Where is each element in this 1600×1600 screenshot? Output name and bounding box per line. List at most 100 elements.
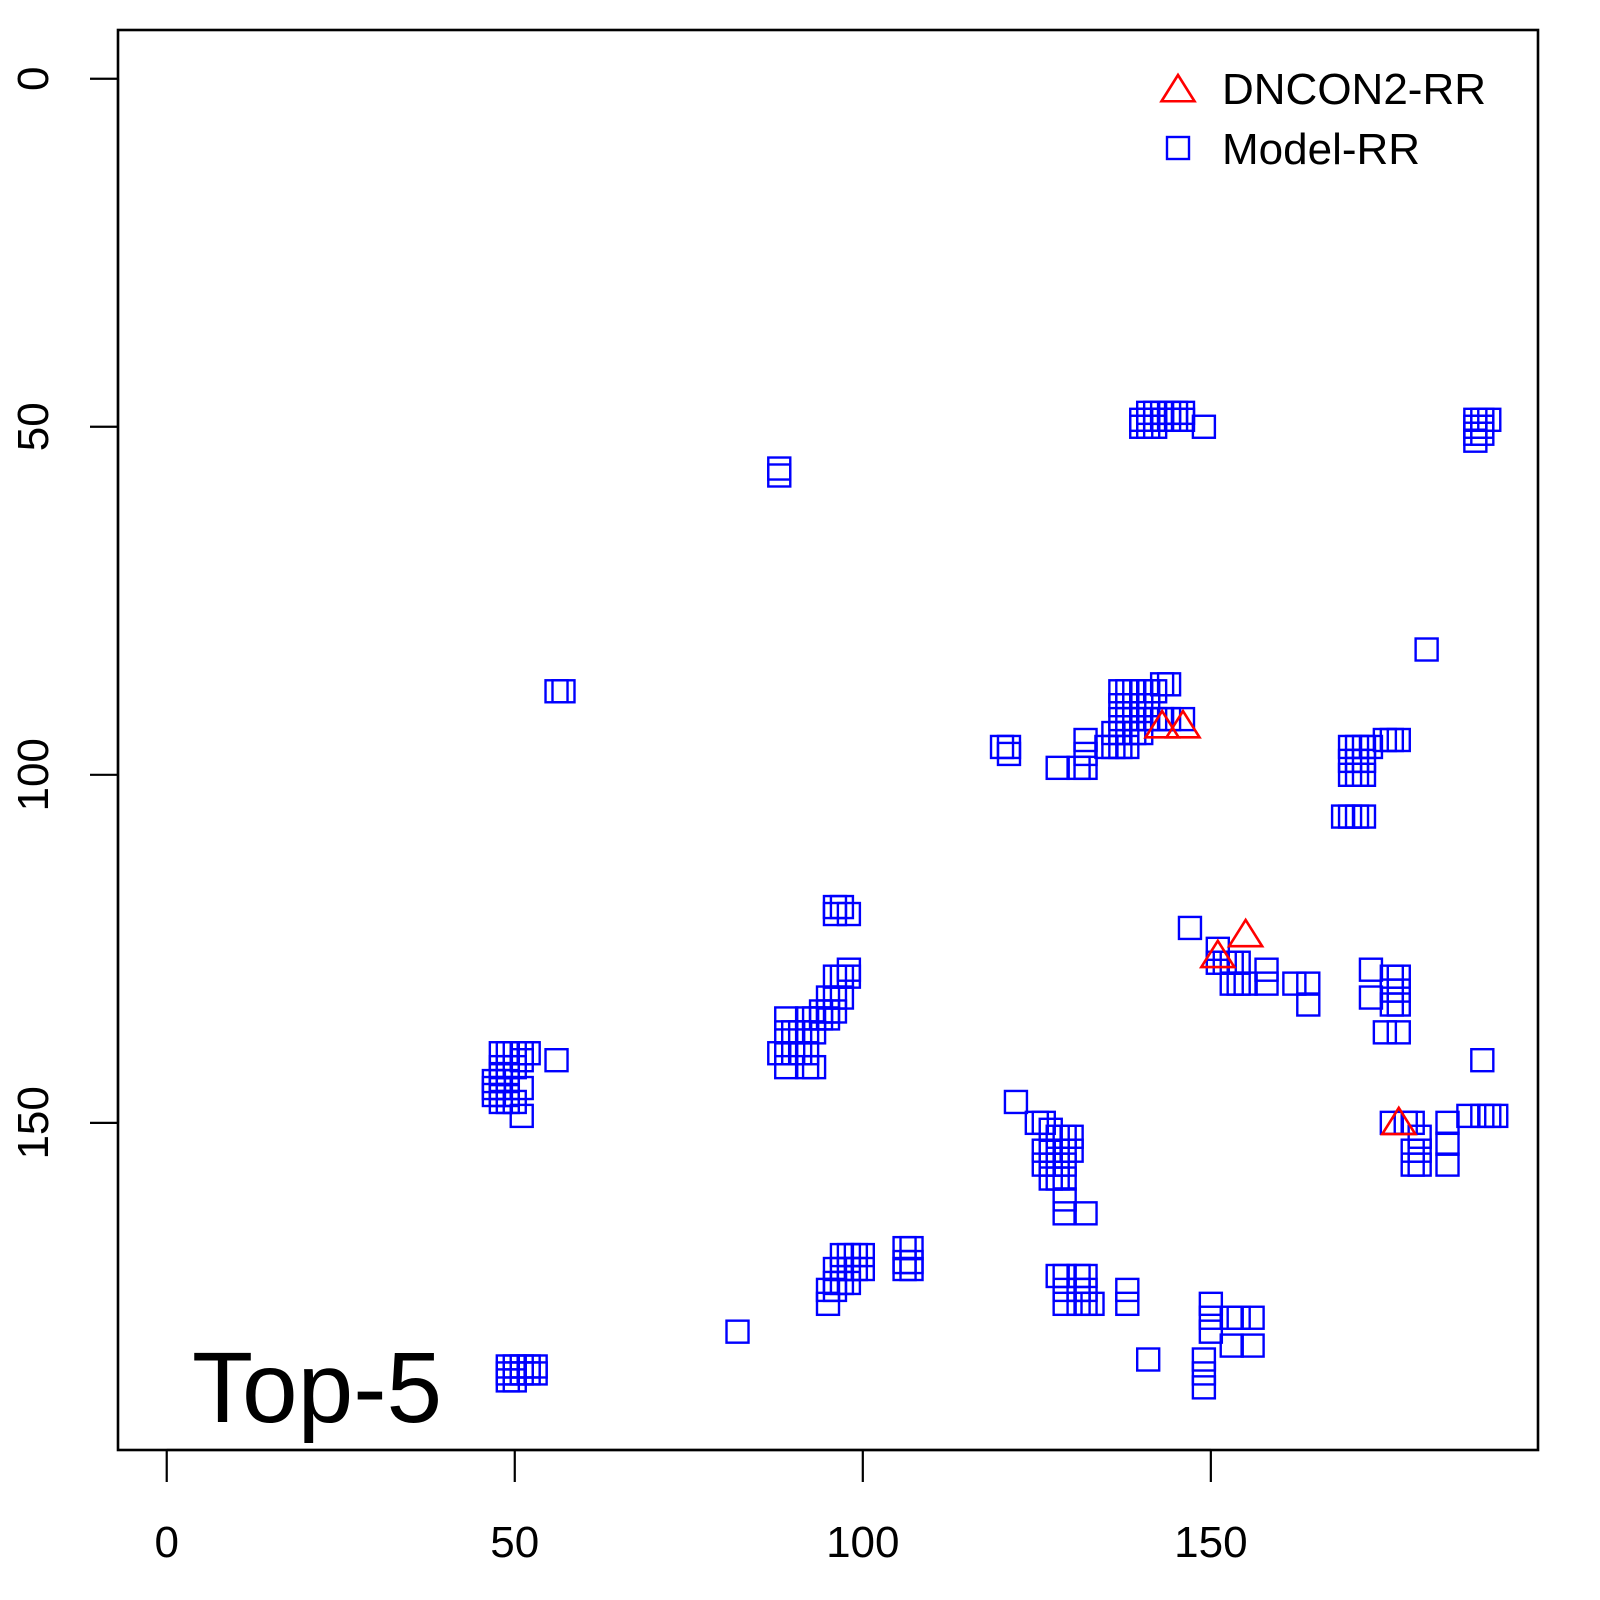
- data-point-model-rr: [1115, 1291, 1140, 1317]
- data-point-model-rr: [787, 1041, 813, 1066]
- data-point-model-rr: [481, 1082, 507, 1108]
- data-point-model-rr: [1142, 414, 1168, 439]
- data-point-model-rr: [1073, 741, 1098, 767]
- data-point-model-rr: [495, 1061, 521, 1087]
- data-point-model-rr: [794, 1054, 820, 1080]
- data-point-model-rr: [1073, 1277, 1098, 1303]
- data-point-model-rr: [495, 1361, 521, 1386]
- data-point-model-rr: [495, 1089, 521, 1115]
- data-point-model-rr: [1296, 992, 1321, 1017]
- legend-label-model-rr: Model-RR: [1222, 125, 1420, 174]
- y-tick-label: 100: [9, 738, 58, 811]
- data-point-model-rr: [822, 1270, 848, 1296]
- data-point-model-rr: [1191, 1347, 1217, 1372]
- data-point-model-rr: [502, 1054, 527, 1080]
- data-point-model-rr: [815, 985, 841, 1010]
- data-point-model-rr: [1101, 720, 1126, 746]
- data-point-model-rr: [1066, 1291, 1091, 1317]
- data-point-model-rr: [1080, 1291, 1105, 1317]
- data-point-model-rr: [1226, 1305, 1251, 1330]
- data-point-model-rr: [1177, 915, 1203, 941]
- data-point-model-rr: [1129, 407, 1154, 433]
- data-point-model-rr: [1386, 727, 1411, 753]
- data-point-model-rr: [1108, 692, 1133, 718]
- data-point-model-rr: [1066, 1277, 1091, 1303]
- data-point-model-rr: [899, 1235, 924, 1261]
- data-point-model-rr: [509, 1354, 534, 1379]
- data-point-model-rr: [836, 1242, 862, 1268]
- data-point-model-rr: [1358, 985, 1384, 1010]
- data-point-model-rr: [1142, 407, 1168, 433]
- data-point-model-rr: [787, 1020, 813, 1045]
- data-point-model-rr: [1372, 1020, 1398, 1045]
- data-point-model-rr: [892, 1256, 917, 1282]
- data-point-dncon2-rr: [1379, 1105, 1418, 1136]
- data-point-model-rr: [1045, 755, 1070, 781]
- data-point-model-rr: [794, 1006, 820, 1031]
- data-point-model-rr: [1344, 734, 1370, 760]
- data-point-model-rr: [829, 1256, 855, 1282]
- data-point-model-rr: [488, 1068, 514, 1094]
- data-point-model-rr: [892, 1249, 917, 1275]
- data-point-model-rr: [1470, 414, 1495, 439]
- data-point-model-rr: [1282, 971, 1307, 996]
- data-point-model-rr: [1059, 1138, 1084, 1163]
- data-point-model-rr: [502, 1354, 527, 1379]
- data-point-model-rr: [1108, 720, 1133, 746]
- data-point-model-rr: [1052, 1277, 1077, 1303]
- data-point-model-rr: [1351, 734, 1377, 760]
- data-point-model-rr: [815, 1006, 841, 1031]
- data-point-model-rr: [822, 894, 848, 920]
- data-point-model-rr: [808, 1006, 834, 1031]
- data-point-model-rr: [1226, 971, 1251, 996]
- y-axis: 0 50 100 150: [9, 66, 120, 1160]
- data-point-model-rr: [850, 1256, 876, 1282]
- data-point-model-rr: [808, 999, 834, 1024]
- data-point-model-rr: [1073, 755, 1098, 781]
- data-point-model-rr: [774, 1054, 799, 1080]
- data-point-model-rr: [1115, 692, 1140, 718]
- legend-label-dncon2-rr: DNCON2-RR: [1222, 65, 1486, 114]
- data-point-model-rr: [1115, 1277, 1140, 1303]
- data-point-model-rr: [481, 1075, 507, 1101]
- data-point-model-rr: [1108, 706, 1133, 732]
- x-axis: 0 50 100 150: [154, 1448, 1248, 1567]
- legend-marker-dncon2-rr: [1159, 72, 1197, 103]
- data-point-model-rr: [1254, 957, 1279, 982]
- data-point-model-rr: [794, 1020, 820, 1045]
- data-point-model-rr: [1358, 957, 1384, 982]
- data-point-model-rr: [502, 1368, 527, 1393]
- data-point-model-rr: [843, 1242, 869, 1268]
- data-point-model-rr: [767, 456, 792, 481]
- data-point-model-rr: [502, 1041, 527, 1066]
- data-point-model-rr: [822, 985, 848, 1010]
- data-point-model-rr: [1240, 1333, 1265, 1358]
- data-point-model-rr: [1170, 407, 1196, 433]
- data-point-model-rr: [1052, 1201, 1077, 1226]
- data-point-model-rr: [1052, 1187, 1077, 1212]
- data-point-model-rr: [1052, 1138, 1077, 1163]
- data-point-model-rr: [1470, 1103, 1495, 1129]
- data-point-model-rr: [829, 964, 855, 989]
- data-point-model-rr: [1115, 734, 1140, 760]
- data-point-model-rr: [1135, 692, 1161, 718]
- data-point-model-rr: [780, 1041, 806, 1066]
- data-point-model-rr: [1484, 1103, 1509, 1129]
- data-point-model-rr: [1149, 672, 1175, 697]
- data-point-model-rr: [1052, 1152, 1077, 1177]
- data-point-model-rr: [774, 1006, 799, 1031]
- data-point-model-rr: [516, 1041, 541, 1066]
- data-point-model-rr: [1170, 706, 1196, 732]
- data-point-model-rr: [1407, 1138, 1432, 1163]
- data-point-model-rr: [1031, 1138, 1056, 1163]
- data-point-model-rr: [1240, 1305, 1265, 1330]
- data-point-model-rr: [1198, 1319, 1224, 1344]
- data-point-model-rr: [1052, 1263, 1077, 1289]
- data-point-model-rr: [836, 964, 862, 989]
- data-point-model-rr: [1191, 1375, 1217, 1400]
- data-point-model-rr: [1052, 1124, 1077, 1149]
- data-point-model-rr: [774, 1020, 799, 1045]
- data-point-model-rr: [1045, 1124, 1070, 1149]
- data-point-model-rr: [1129, 706, 1154, 732]
